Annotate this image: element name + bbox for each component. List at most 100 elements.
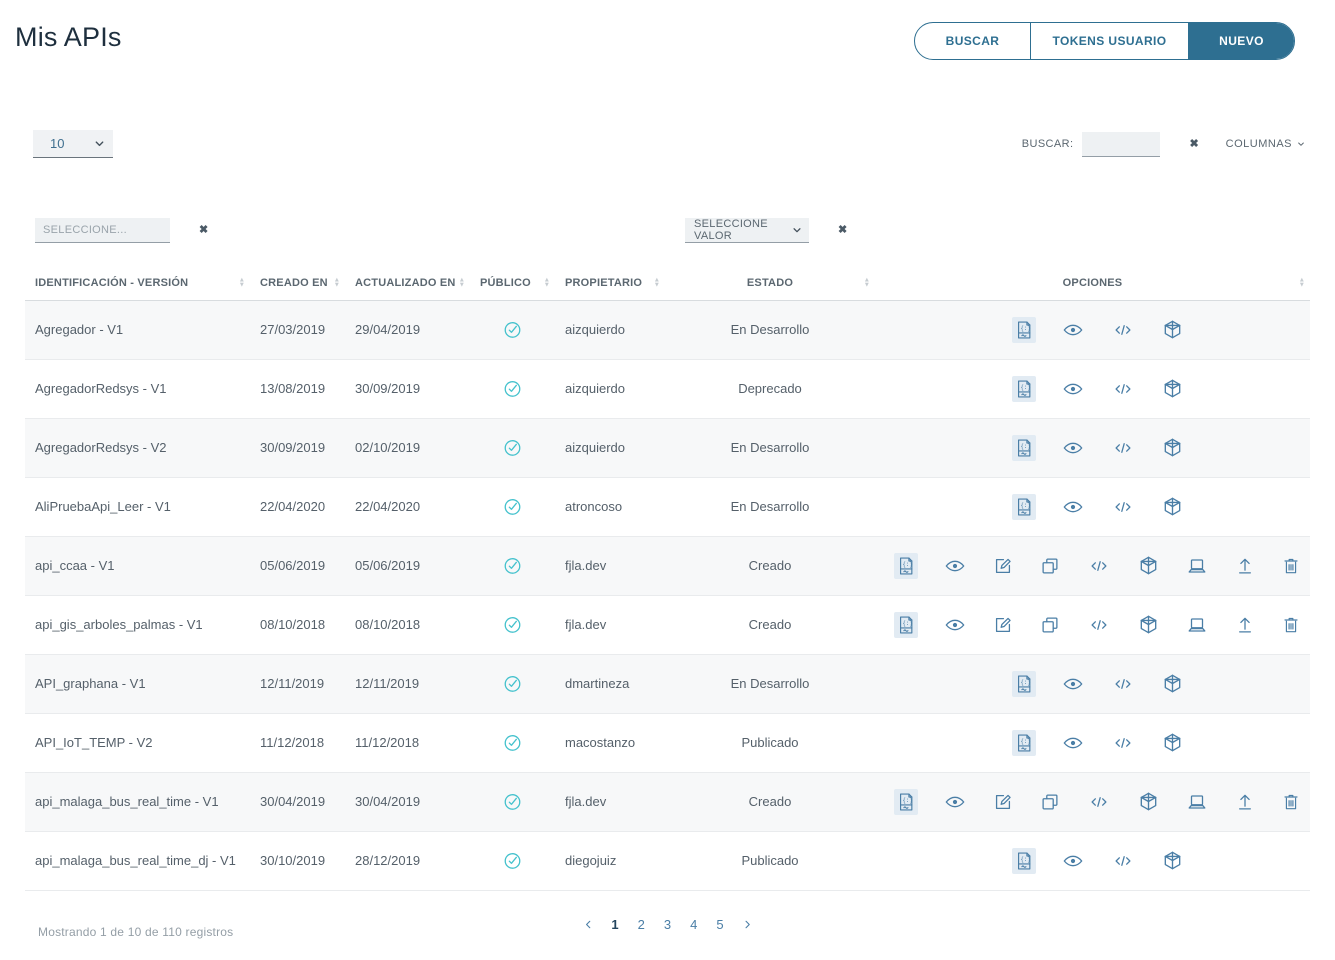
table-controls: 10 BUSCAR: ✖ COLUMNAS xyxy=(33,130,1305,158)
code-icon[interactable] xyxy=(1110,496,1136,518)
code-icon[interactable] xyxy=(1086,555,1112,577)
api-doc-icon[interactable]: {:} xyxy=(1011,729,1036,756)
columns-button[interactable]: COLUMNAS xyxy=(1226,138,1305,150)
deploy-icon[interactable] xyxy=(1161,849,1184,872)
code-icon[interactable] xyxy=(1110,673,1136,695)
deploy-icon[interactable] xyxy=(1137,790,1160,813)
code-icon[interactable] xyxy=(1110,732,1136,754)
table-row: api_malaga_bus_real_time_dj - V1 30/10/20… xyxy=(25,831,1310,891)
view-icon[interactable] xyxy=(1061,850,1085,872)
deploy-icon[interactable] xyxy=(1161,318,1184,341)
view-icon[interactable] xyxy=(1061,732,1085,754)
deploy-icon[interactable] xyxy=(1161,436,1184,459)
deploy-icon[interactable] xyxy=(1161,495,1184,518)
view-icon[interactable] xyxy=(1061,496,1085,518)
edit-icon[interactable] xyxy=(992,614,1014,636)
chevron-down-icon xyxy=(94,138,105,149)
view-icon[interactable] xyxy=(1061,673,1085,695)
code-icon[interactable] xyxy=(1110,850,1136,872)
column-header-label: ESTADO xyxy=(746,276,794,289)
view-icon[interactable] xyxy=(943,555,967,577)
filter-field-input[interactable] xyxy=(35,218,170,243)
page-link[interactable]: 4 xyxy=(687,915,700,934)
previous-page-icon[interactable] xyxy=(580,917,595,932)
clear-filter-value-icon[interactable]: ✖ xyxy=(838,224,848,236)
device-icon[interactable] xyxy=(1185,555,1209,577)
api-doc-icon[interactable]: {:} xyxy=(894,788,918,815)
buscar-button[interactable]: BUSCAR xyxy=(915,23,1030,59)
column-header: ACTUALIZADO EN ▲ ▼ xyxy=(345,266,470,301)
public-check-icon xyxy=(502,380,523,397)
upload-icon[interactable] xyxy=(1234,791,1256,813)
api-doc-icon[interactable]: {:} xyxy=(894,611,918,638)
view-icon[interactable] xyxy=(943,791,967,813)
tokens-usuario-button[interactable]: TOKENS USUARIO xyxy=(1030,23,1188,59)
clear-search-icon[interactable]: ✖ xyxy=(1189,137,1199,150)
page-link[interactable]: 2 xyxy=(635,915,648,934)
upload-icon[interactable] xyxy=(1234,555,1256,577)
column-header-label: IDENTIFICACIÓN - VERSIÓN xyxy=(35,276,189,289)
sort-icon[interactable]: ▲ ▼ xyxy=(238,276,245,289)
sort-icon[interactable]: ▲ ▼ xyxy=(458,276,465,289)
api-doc-icon[interactable]: {:} xyxy=(1011,434,1036,461)
api-identification: API_graphana - V1 xyxy=(25,654,250,714)
column-header-label: ACTUALIZADO EN xyxy=(355,276,456,289)
code-icon[interactable] xyxy=(1110,378,1136,400)
deploy-icon[interactable] xyxy=(1161,377,1184,400)
clear-filter-field-icon[interactable]: ✖ xyxy=(199,224,209,236)
device-icon[interactable] xyxy=(1185,614,1209,636)
api-identification: api_gis_arboles_palmas - V1 xyxy=(25,595,250,655)
deploy-icon[interactable] xyxy=(1137,613,1160,636)
device-icon[interactable] xyxy=(1185,791,1209,813)
api-doc-icon[interactable]: {:} xyxy=(894,552,918,579)
deploy-icon[interactable] xyxy=(1161,672,1184,695)
page-link[interactable]: 1 xyxy=(608,915,621,934)
table-header-row: IDENTIFICACIÓN - VERSIÓN ▲ ▼ CREADO EN ▲ ▼ ACT… xyxy=(25,266,1310,301)
options-cell: {:} xyxy=(875,359,1310,419)
next-page-icon[interactable] xyxy=(740,917,755,932)
nuevo-button[interactable]: NUEVO xyxy=(1188,23,1294,59)
deploy-icon[interactable] xyxy=(1137,554,1160,577)
search-input[interactable] xyxy=(1082,131,1161,157)
table-row: api_gis_arboles_palmas - V1 08/10/2018 08/… xyxy=(25,595,1310,655)
copy-icon[interactable] xyxy=(1039,614,1061,636)
page-link[interactable]: 3 xyxy=(661,915,674,934)
api-doc-icon[interactable]: {:} xyxy=(1011,847,1036,874)
view-icon[interactable] xyxy=(1061,319,1085,341)
api-doc-icon[interactable]: {:} xyxy=(1011,375,1036,402)
code-icon[interactable] xyxy=(1086,791,1112,813)
deploy-icon[interactable] xyxy=(1161,731,1184,754)
page-link[interactable]: 5 xyxy=(713,915,726,934)
copy-icon[interactable] xyxy=(1039,555,1061,577)
api-doc-icon[interactable]: {:} xyxy=(1011,493,1036,520)
sort-icon[interactable]: ▲ ▼ xyxy=(653,276,660,289)
api-doc-icon[interactable]: {:} xyxy=(1011,670,1036,697)
view-icon[interactable] xyxy=(943,614,967,636)
page-size-select[interactable]: 10 xyxy=(33,130,113,158)
public-cell xyxy=(470,831,555,891)
upload-icon[interactable] xyxy=(1234,614,1256,636)
code-icon[interactable] xyxy=(1110,319,1136,341)
sort-icon[interactable]: ▲ ▼ xyxy=(543,276,550,289)
copy-icon[interactable] xyxy=(1039,791,1061,813)
code-icon[interactable] xyxy=(1110,437,1136,459)
sort-icon[interactable]: ▲ ▼ xyxy=(863,276,870,289)
view-icon[interactable] xyxy=(1061,378,1085,400)
sort-icon[interactable]: ▲ ▼ xyxy=(1298,276,1305,289)
api-doc-icon[interactable]: {:} xyxy=(1011,316,1036,343)
api-identification: api_malaga_bus_real_time - V1 xyxy=(25,772,250,832)
view-icon[interactable] xyxy=(1061,437,1085,459)
filter-value-group: SELECCIONE VALOR ✖ xyxy=(685,218,847,243)
delete-icon[interactable] xyxy=(1281,555,1301,577)
code-icon[interactable] xyxy=(1086,614,1112,636)
updated-date: 02/10/2019 xyxy=(345,418,470,478)
edit-icon[interactable] xyxy=(992,555,1014,577)
edit-icon[interactable] xyxy=(992,791,1014,813)
page-title: Mis APIs xyxy=(15,22,122,52)
updated-date: 11/12/2018 xyxy=(345,713,470,773)
sort-icon[interactable]: ▲ ▼ xyxy=(333,276,340,289)
delete-icon[interactable] xyxy=(1281,614,1301,636)
filter-value-select[interactable]: SELECCIONE VALOR xyxy=(685,218,809,243)
delete-icon[interactable] xyxy=(1281,791,1301,813)
options-cell: {:} xyxy=(875,831,1310,891)
